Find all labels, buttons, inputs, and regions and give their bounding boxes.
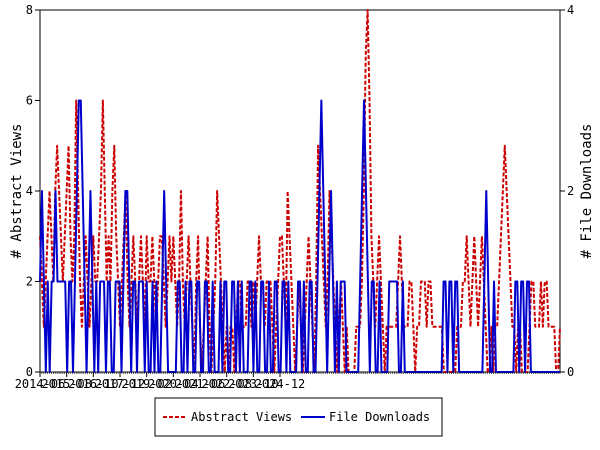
left-y-tick-label: 6	[26, 94, 33, 108]
x-tick-label: 2017-12	[95, 377, 146, 391]
series-line-file-downloads	[39, 99, 560, 373]
x-tick-label: 2024-12	[255, 377, 306, 391]
left-y-tick-label: 0	[26, 365, 33, 379]
right-y-axis-title: # File Downloads	[579, 124, 595, 259]
right-y-tick-label: 2	[567, 184, 574, 198]
right-y-tick-label: 0	[567, 365, 574, 379]
legend-label-file-downloads: File Downloads	[329, 410, 430, 424]
legend-box	[154, 397, 443, 437]
left-y-tick-label: 4	[26, 184, 33, 198]
x-tick-label: 2014-06	[15, 377, 66, 391]
legend-label-abstract-views: Abstract Views	[191, 410, 292, 424]
x-tick-label: 2019-02	[121, 377, 172, 391]
x-tick-label: 2016-10	[68, 377, 119, 391]
left-y-axis-title: # Abstract Views	[9, 124, 25, 259]
left-y-tick-label: 8	[26, 3, 33, 17]
right-y-tick-label: 4	[567, 3, 574, 17]
legend: Abstract Views File Downloads	[154, 397, 443, 437]
x-tick-label: 2015-08	[41, 377, 92, 391]
x-tick-label: 2021-06	[175, 377, 226, 391]
series-group	[39, 9, 561, 373]
left-y-tick-label: 2	[26, 275, 33, 289]
x-tick-label: 2020-04	[148, 377, 199, 391]
x-tick-label: 2022-08	[201, 377, 252, 391]
series-line-abstract-views	[39, 9, 561, 373]
x-tick-label: 2023-10	[228, 377, 279, 391]
ticks-group: 0 2 4 6 8 0 2 4 2014-062015-082016-102017-122019…	[15, 3, 575, 391]
